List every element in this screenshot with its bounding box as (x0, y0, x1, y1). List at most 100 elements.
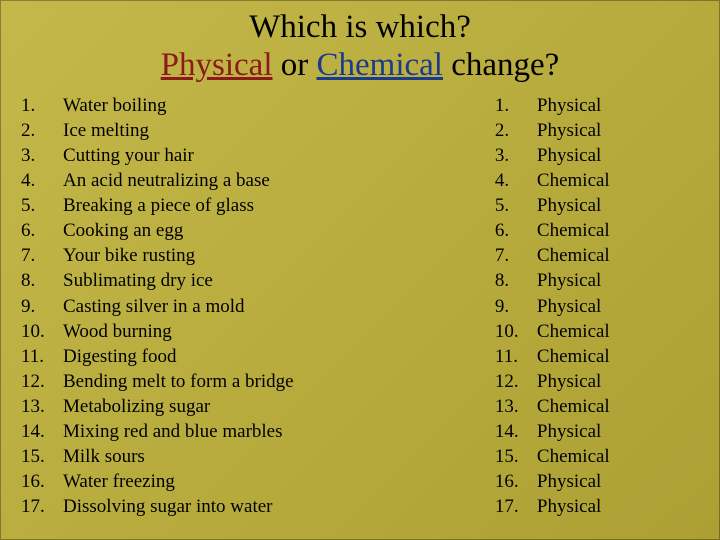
answer-row: 5.Physical (495, 193, 699, 218)
example-text: Ice melting (63, 118, 455, 143)
example-row: 17.Dissolving sugar into water (21, 494, 455, 519)
example-number: 17. (21, 494, 63, 519)
example-number: 16. (21, 469, 63, 494)
example-row: 5.Breaking a piece of glass (21, 193, 455, 218)
slide-container: Which is which? Physical or Chemical cha… (0, 0, 720, 540)
example-row: 6.Cooking an egg (21, 218, 455, 243)
answer-text: Physical (537, 268, 699, 293)
answer-number: 10. (495, 319, 537, 344)
example-row: 11.Digesting food (21, 344, 455, 369)
answer-row: 4.Chemical (495, 168, 699, 193)
answer-text: Chemical (537, 243, 699, 268)
example-text: Your bike rusting (63, 243, 455, 268)
example-text: Sublimating dry ice (63, 268, 455, 293)
answer-text: Chemical (537, 168, 699, 193)
example-number: 14. (21, 419, 63, 444)
answer-number: 7. (495, 243, 537, 268)
answer-number: 2. (495, 118, 537, 143)
answer-text: Physical (537, 193, 699, 218)
example-row: 12.Bending melt to form a bridge (21, 369, 455, 394)
example-row: 4.An acid neutralizing a base (21, 168, 455, 193)
slide-title: Which is which? Physical or Chemical cha… (21, 9, 699, 85)
answer-number: 16. (495, 469, 537, 494)
answer-text: Physical (537, 469, 699, 494)
answer-row: 12.Physical (495, 369, 699, 394)
answer-row: 11.Chemical (495, 344, 699, 369)
example-row: 8.Sublimating dry ice (21, 268, 455, 293)
answer-text: Physical (537, 93, 699, 118)
answer-row: 7.Chemical (495, 243, 699, 268)
title-physical: Physical (161, 47, 273, 83)
example-number: 1. (21, 93, 63, 118)
example-number: 8. (21, 268, 63, 293)
example-text: An acid neutralizing a base (63, 168, 455, 193)
example-number: 2. (21, 118, 63, 143)
example-text: Water freezing (63, 469, 455, 494)
answer-row: 17.Physical (495, 494, 699, 519)
answer-number: 6. (495, 218, 537, 243)
answer-number: 11. (495, 344, 537, 369)
answer-number: 12. (495, 369, 537, 394)
example-number: 12. (21, 369, 63, 394)
answer-number: 1. (495, 93, 537, 118)
example-text: Water boiling (63, 93, 455, 118)
examples-list: 1.Water boiling2.Ice melting3.Cutting yo… (21, 93, 455, 519)
example-number: 9. (21, 294, 63, 319)
example-text: Casting silver in a mold (63, 294, 455, 319)
example-row: 7.Your bike rusting (21, 243, 455, 268)
answer-number: 15. (495, 444, 537, 469)
answer-number: 17. (495, 494, 537, 519)
answer-number: 8. (495, 268, 537, 293)
answer-text: Physical (537, 494, 699, 519)
answer-row: 13.Chemical (495, 394, 699, 419)
example-text: Metabolizing sugar (63, 394, 455, 419)
answer-row: 10.Chemical (495, 319, 699, 344)
example-number: 10. (21, 319, 63, 344)
example-row: 15.Milk sours (21, 444, 455, 469)
answer-number: 9. (495, 294, 537, 319)
example-row: 13.Metabolizing sugar (21, 394, 455, 419)
answer-row: 9.Physical (495, 294, 699, 319)
example-number: 11. (21, 344, 63, 369)
answer-row: 16.Physical (495, 469, 699, 494)
title-change: change? (443, 47, 559, 83)
answer-row: 1.Physical (495, 93, 699, 118)
example-number: 7. (21, 243, 63, 268)
example-row: 10.Wood burning (21, 319, 455, 344)
answer-text: Chemical (537, 218, 699, 243)
answer-row: 14.Physical (495, 419, 699, 444)
example-row: 3.Cutting your hair (21, 143, 455, 168)
example-row: 14.Mixing red and blue marbles (21, 419, 455, 444)
answer-text: Chemical (537, 344, 699, 369)
example-number: 6. (21, 218, 63, 243)
title-line-2: Physical or Chemical change? (21, 47, 699, 85)
example-text: Breaking a piece of glass (63, 193, 455, 218)
content-area: 1.Water boiling2.Ice melting3.Cutting yo… (21, 93, 699, 519)
answer-number: 14. (495, 419, 537, 444)
answer-text: Physical (537, 294, 699, 319)
example-number: 15. (21, 444, 63, 469)
example-text: Dissolving sugar into water (63, 494, 455, 519)
answer-row: 3.Physical (495, 143, 699, 168)
example-text: Mixing red and blue marbles (63, 419, 455, 444)
answer-text: Physical (537, 143, 699, 168)
example-row: 9.Casting silver in a mold (21, 294, 455, 319)
answer-text: Chemical (537, 319, 699, 344)
answer-row: 6.Chemical (495, 218, 699, 243)
example-text: Wood burning (63, 319, 455, 344)
answer-row: 8.Physical (495, 268, 699, 293)
example-number: 3. (21, 143, 63, 168)
answer-row: 2.Physical (495, 118, 699, 143)
example-number: 4. (21, 168, 63, 193)
example-row: 2.Ice melting (21, 118, 455, 143)
example-number: 13. (21, 394, 63, 419)
example-row: 16.Water freezing (21, 469, 455, 494)
example-number: 5. (21, 193, 63, 218)
title-line-1: Which is which? (21, 9, 699, 47)
answers-list: 1.Physical2.Physical3.Physical4.Chemical… (455, 93, 699, 519)
example-text: Milk sours (63, 444, 455, 469)
example-text: Cooking an egg (63, 218, 455, 243)
answer-text: Physical (537, 419, 699, 444)
answer-number: 5. (495, 193, 537, 218)
answer-number: 13. (495, 394, 537, 419)
